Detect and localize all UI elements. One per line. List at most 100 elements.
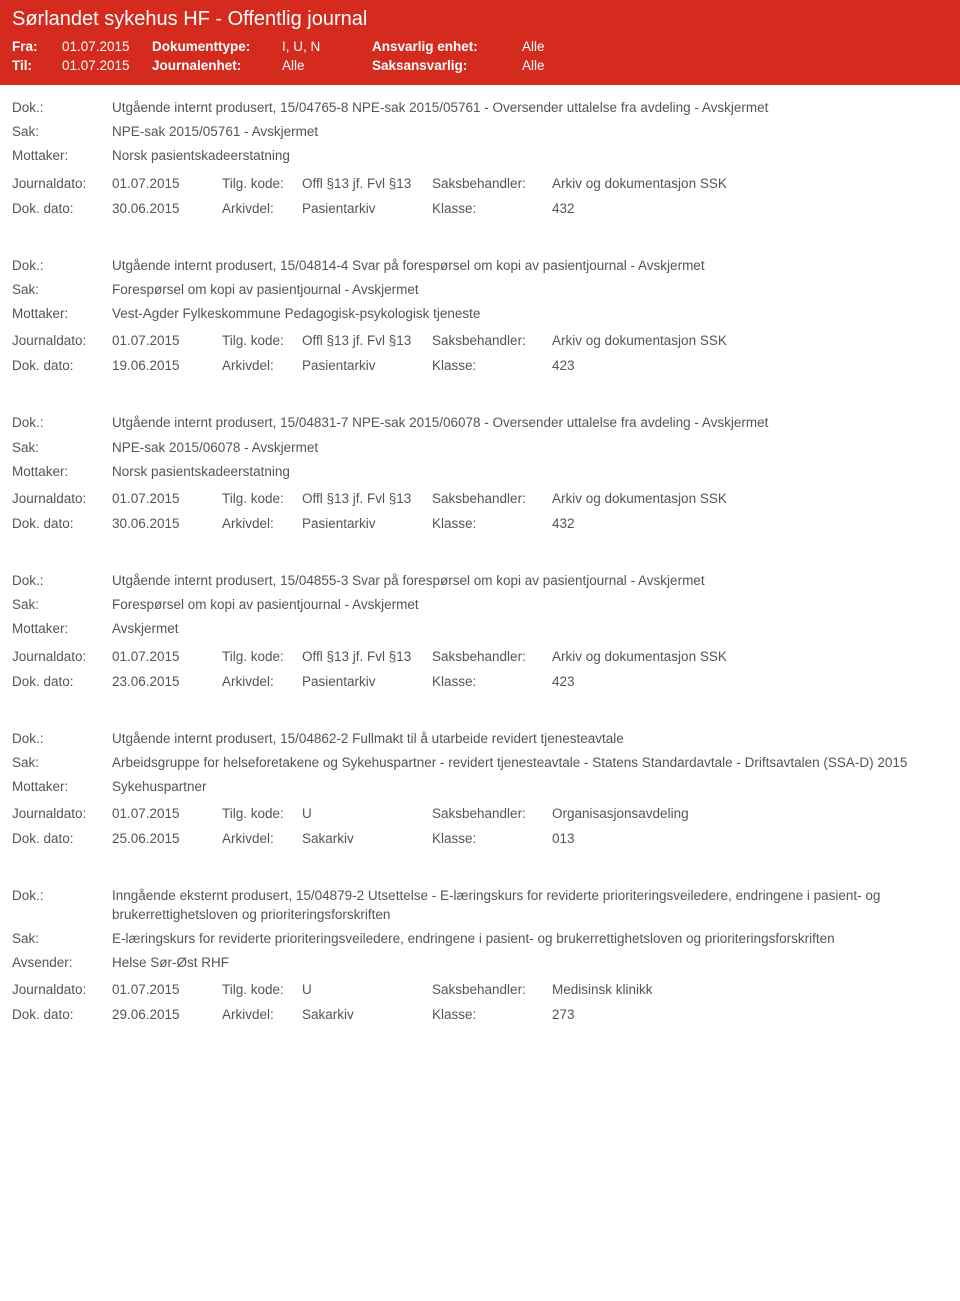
journaldato-label: Journaldato:: [12, 491, 112, 506]
dokdato-value: 30.06.2015: [112, 201, 222, 216]
party-label: Mottaker:: [12, 778, 112, 796]
journaldato-label: Journaldato:: [12, 176, 112, 191]
tilgkode-value: Offl §13 jf. Fvl §13: [302, 649, 432, 664]
dok-label: Dok.:: [12, 572, 112, 590]
dokdato-label: Dok. dato:: [12, 358, 112, 373]
tilgkode-value: Offl §13 jf. Fvl §13: [302, 491, 432, 506]
page-title: Sørlandet sykehus HF - Offentlig journal: [12, 8, 948, 31]
party-value: Norsk pasientskadeerstatning: [112, 147, 948, 165]
saksbehandler-label: Saksbehandler:: [432, 649, 552, 664]
klasse-label: Klasse:: [432, 831, 552, 846]
tilgkode-label: Tilg. kode:: [222, 333, 302, 348]
journaldato-value: 01.07.2015: [112, 176, 222, 191]
dokdato-label: Dok. dato:: [12, 516, 112, 531]
klasse-value: 013: [552, 831, 948, 846]
dokdato-value: 29.06.2015: [112, 1007, 222, 1022]
klasse-value: 423: [552, 358, 948, 373]
saksansvarlig-value: Alle: [522, 58, 722, 73]
dok-label: Dok.:: [12, 730, 112, 748]
fra-value: 01.07.2015: [62, 39, 152, 54]
dokdato-value: 30.06.2015: [112, 516, 222, 531]
meta-grid: Journaldato: 01.07.2015 Tilg. kode: U Sa…: [12, 982, 948, 1022]
dok-value: Inngående eksternt produsert, 15/04879-2…: [112, 887, 948, 923]
sak-value: NPE-sak 2015/05761 - Avskjermet: [112, 123, 948, 141]
fra-label: Fra:: [12, 39, 62, 54]
journal-entry: Dok.: Utgående internt produsert, 15/048…: [0, 243, 960, 381]
party-label: Mottaker:: [12, 147, 112, 165]
meta-grid: Journaldato: 01.07.2015 Tilg. kode: Offl…: [12, 649, 948, 689]
dok-label: Dok.:: [12, 257, 112, 275]
arkivdel-value: Sakarkiv: [302, 831, 432, 846]
sak-value: Arbeidsgruppe for helseforetakene og Syk…: [112, 754, 948, 772]
klasse-label: Klasse:: [432, 674, 552, 689]
klasse-label: Klasse:: [432, 201, 552, 216]
dokdato-label: Dok. dato:: [12, 674, 112, 689]
journaldato-label: Journaldato:: [12, 982, 112, 997]
journalenhet-value: Alle: [282, 58, 372, 73]
party-label: Mottaker:: [12, 620, 112, 638]
party-value: Sykehuspartner: [112, 778, 948, 796]
ansvarlig-label: Ansvarlig enhet:: [372, 39, 522, 54]
journaldato-value: 01.07.2015: [112, 982, 222, 997]
party-value: Avskjermet: [112, 620, 948, 638]
tilgkode-value: U: [302, 982, 432, 997]
sak-label: Sak:: [12, 930, 112, 948]
tilgkode-value: Offl §13 jf. Fvl §13: [302, 176, 432, 191]
saksbehandler-value: Arkiv og dokumentasjon SSK: [552, 491, 948, 506]
klasse-label: Klasse:: [432, 358, 552, 373]
saksansvarlig-label: Saksansvarlig:: [372, 58, 522, 73]
saksbehandler-value: Arkiv og dokumentasjon SSK: [552, 176, 948, 191]
dok-label: Dok.:: [12, 99, 112, 117]
journaldato-label: Journaldato:: [12, 806, 112, 821]
journaldato-value: 01.07.2015: [112, 806, 222, 821]
sak-value: NPE-sak 2015/06078 - Avskjermet: [112, 439, 948, 457]
journalenhet-label: Journalenhet:: [152, 58, 282, 73]
til-value: 01.07.2015: [62, 58, 152, 73]
sak-label: Sak:: [12, 596, 112, 614]
sak-label: Sak:: [12, 123, 112, 141]
journal-entry: Dok.: Utgående internt produsert, 15/048…: [0, 716, 960, 854]
tilgkode-value: Offl §13 jf. Fvl §13: [302, 333, 432, 348]
dok-value: Utgående internt produsert, 15/04814-4 S…: [112, 257, 948, 275]
doktype-value: I, U, N: [282, 39, 372, 54]
arkivdel-label: Arkivdel:: [222, 674, 302, 689]
arkivdel-label: Arkivdel:: [222, 831, 302, 846]
journaldato-value: 01.07.2015: [112, 333, 222, 348]
arkivdel-label: Arkivdel:: [222, 358, 302, 373]
dok-value: Utgående internt produsert, 15/04862-2 F…: [112, 730, 948, 748]
tilgkode-value: U: [302, 806, 432, 821]
sak-label: Sak:: [12, 439, 112, 457]
dok-value: Utgående internt produsert, 15/04765-8 N…: [112, 99, 948, 117]
journaldato-label: Journaldato:: [12, 649, 112, 664]
dokdato-label: Dok. dato:: [12, 831, 112, 846]
tilgkode-label: Tilg. kode:: [222, 806, 302, 821]
party-label: Mottaker:: [12, 305, 112, 323]
dokdato-label: Dok. dato:: [12, 1007, 112, 1022]
arkivdel-value: Pasientarkiv: [302, 516, 432, 531]
klasse-value: 273: [552, 1007, 948, 1022]
ansvarlig-value: Alle: [522, 39, 722, 54]
doktype-label: Dokumenttype:: [152, 39, 282, 54]
til-label: Til:: [12, 58, 62, 73]
party-label: Avsender:: [12, 954, 112, 972]
saksbehandler-label: Saksbehandler:: [432, 982, 552, 997]
journal-entry: Dok.: Inngående eksternt produsert, 15/0…: [0, 873, 960, 1029]
page-header: Sørlandet sykehus HF - Offentlig journal…: [0, 0, 960, 85]
klasse-label: Klasse:: [432, 1007, 552, 1022]
meta-grid: Journaldato: 01.07.2015 Tilg. kode: Offl…: [12, 333, 948, 373]
saksbehandler-label: Saksbehandler:: [432, 176, 552, 191]
journal-entry: Dok.: Utgående internt produsert, 15/048…: [0, 558, 960, 696]
dokdato-value: 25.06.2015: [112, 831, 222, 846]
sak-value: Forespørsel om kopi av pasientjournal - …: [112, 596, 948, 614]
klasse-value: 432: [552, 201, 948, 216]
saksbehandler-value: Organisasjonsavdeling: [552, 806, 948, 821]
sak-label: Sak:: [12, 281, 112, 299]
saksbehandler-label: Saksbehandler:: [432, 333, 552, 348]
arkivdel-label: Arkivdel:: [222, 1007, 302, 1022]
party-value: Norsk pasientskadeerstatning: [112, 463, 948, 481]
dok-label: Dok.:: [12, 414, 112, 432]
meta-grid: Journaldato: 01.07.2015 Tilg. kode: Offl…: [12, 491, 948, 531]
meta-grid: Journaldato: 01.07.2015 Tilg. kode: U Sa…: [12, 806, 948, 846]
sak-label: Sak:: [12, 754, 112, 772]
journal-entry: Dok.: Utgående internt produsert, 15/048…: [0, 400, 960, 538]
